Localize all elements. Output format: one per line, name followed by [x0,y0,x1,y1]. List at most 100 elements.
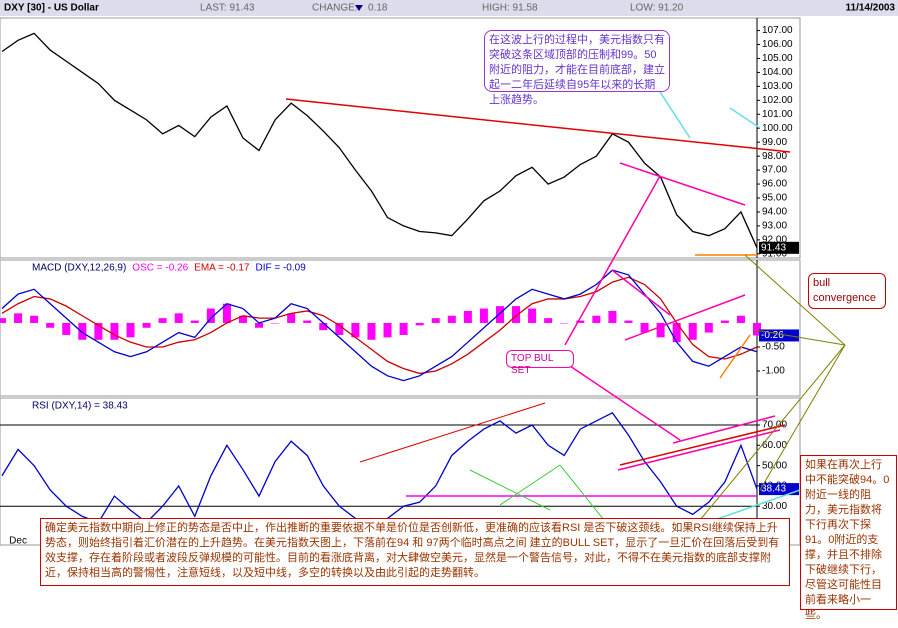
osc-bar [656,322,665,338]
header-low: LOW: 91.20 [630,3,684,14]
y-tick-label: 97.00 [762,165,787,176]
top-note: 在这波上行的过程中，美元指数只有突破这条区域顶部的压制和99。50附近的阻力，才… [484,30,670,106]
bottom-note: 确定美元指数中期向上修正的势态是否中止，作出推断的重要依据不单是价位是否创新低，… [40,518,790,586]
y-tick-label: 70.00 [762,420,787,431]
osc-bar [335,322,344,335]
legend-entry: OSC = -0.26 [132,263,188,274]
trend-line [619,424,786,466]
plots: 107.00 106.00 105.00 104.00 103.00 102.00 101.… [0,17,801,547]
arrow [659,91,691,139]
pointer [699,344,846,521]
header-date: 11/14/2003 [846,3,896,14]
osc-bar [367,322,376,340]
osc-bar [46,322,55,328]
y-tick-label: -1.00 [762,366,785,377]
series-line [1,32,758,249]
osc-bar [495,306,504,323]
osc-bar [0,318,6,323]
panel [0,17,801,259]
y-tick-label: 94.00 [762,207,787,218]
annotation-lines [285,91,846,541]
osc-bar [190,320,199,323]
osc-bar [206,308,215,323]
last-value-label: 38.43 [761,484,786,495]
osc-bar [544,318,553,323]
header-last: LAST: 91.43 [200,3,255,14]
y-tick-label: 104.00 [762,67,793,78]
osc-bar [158,318,167,323]
y-tick-label: 30.00 [762,501,787,512]
series-line [1,269,758,382]
osc-bar [126,322,135,338]
osc-bar [399,322,408,335]
osc-bar [14,313,23,323]
osc-bar [30,315,39,323]
osc-bar [592,315,601,323]
osc-bar [238,315,247,323]
trend-line [619,162,746,206]
header-bar [0,0,898,16]
legend-entry: EMA = -0.17 [194,263,250,274]
osc-bar [94,322,103,340]
osc-bar [110,322,119,340]
header-change: 0.18 [368,3,388,14]
y-tick-label: 106.00 [762,39,793,50]
osc-bar [528,308,537,323]
osc-bar [560,322,569,324]
trend-line [285,98,791,153]
osc-bar [142,322,151,328]
osc-bar [287,313,296,323]
panel-title: MACD (DXY,12,26,9) [32,263,126,274]
arrow [729,107,761,129]
top-bul-set-note: TOP BUL SET [506,350,574,376]
y-tick-label: 91.00 [762,248,787,259]
osc-bar [753,322,761,336]
osc-bar [255,322,264,328]
bull-convergence-note: bull convergence [808,273,886,309]
osc-bar [512,306,521,323]
y-tick-label: 95.00 [762,193,787,204]
trend-line [719,334,751,379]
last-value-box [759,483,799,496]
trend-line [499,464,561,506]
right-note: 如果在再次上行中不能突破94。0附近一线的阻力，美元指数将下行再次下探91。0附… [800,455,897,621]
legend-entry: DIF = -0.09 [255,263,306,274]
osc-bar [704,322,713,333]
osc-bar [479,308,488,323]
osc-bar [415,322,424,326]
osc-bar [383,322,392,338]
trend-line [359,402,546,463]
osc-bar [640,322,649,333]
osc-bar [608,310,617,323]
y-tick-label: 92.00 [762,235,787,246]
y-tick-label: 101.00 [762,109,793,120]
down-arrow [355,5,363,11]
header-high: HIGH: 91.58 [482,3,538,14]
osc-bar [431,318,440,323]
y-tick-label: 103.00 [762,81,793,92]
osc-bar [303,320,312,323]
panel-title: RSI (DXY,14) = 38.43 [32,401,128,412]
arrow [569,365,681,441]
y-tick-label: 60.00 [762,440,787,451]
osc-bar [271,322,280,324]
trend-line [672,415,776,444]
osc-bar [720,320,729,323]
osc-bar [624,320,633,323]
y-tick-label: 96.00 [762,179,787,190]
y-tick-label: -0.50 [762,342,785,353]
osc-bar [351,322,360,338]
last-value-box [759,241,799,254]
trend-line [624,294,746,341]
trend-line [469,469,551,511]
osc-bar [576,320,585,323]
y-tick-label: 100.00 [762,123,793,134]
header-change-label: CHANGE: [312,3,358,14]
pointer [754,329,846,346]
y-tick-label: 102.00 [762,95,793,106]
trend-line [617,429,781,471]
osc-bar [222,303,231,323]
y-tick-label: 93.00 [762,221,787,232]
